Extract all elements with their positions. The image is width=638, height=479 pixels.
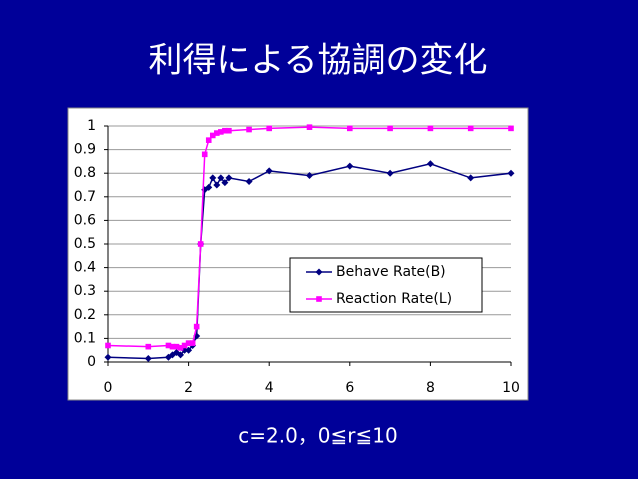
x-tick-label: 4 bbox=[265, 380, 274, 396]
legend-label: Behave Rate(B) bbox=[336, 264, 446, 280]
marker bbox=[165, 342, 172, 349]
marker bbox=[213, 181, 221, 189]
marker bbox=[189, 340, 196, 346]
legend-marker bbox=[315, 268, 323, 276]
marker bbox=[185, 340, 192, 346]
y-tick-label: 0.6 bbox=[74, 212, 96, 228]
y-tick-label: 0.1 bbox=[74, 330, 96, 346]
marker bbox=[144, 354, 152, 362]
marker bbox=[306, 124, 313, 130]
marker bbox=[226, 127, 232, 134]
marker bbox=[467, 174, 475, 182]
y-tick-label: 0 bbox=[87, 354, 96, 370]
marker bbox=[193, 323, 200, 330]
legend-marker bbox=[316, 296, 322, 302]
x-tick-label: 8 bbox=[426, 380, 435, 396]
marker bbox=[217, 174, 225, 182]
x-tick-label: 0 bbox=[104, 380, 113, 396]
marker bbox=[218, 129, 224, 135]
marker bbox=[306, 172, 313, 180]
marker bbox=[201, 151, 208, 158]
marker bbox=[386, 169, 394, 177]
marker bbox=[265, 167, 273, 175]
marker bbox=[209, 174, 217, 182]
marker bbox=[104, 353, 112, 361]
marker bbox=[246, 126, 252, 133]
marker bbox=[507, 169, 515, 177]
caption: c=2.0，0≦r≦10 bbox=[238, 424, 397, 448]
marker bbox=[177, 345, 184, 351]
x-tick-label: 2 bbox=[184, 380, 193, 396]
marker bbox=[177, 351, 185, 359]
y-tick-label: 0.3 bbox=[74, 283, 96, 299]
marker bbox=[467, 125, 474, 132]
marker bbox=[266, 125, 272, 132]
chart-title: 利得による協調の変化 bbox=[149, 41, 488, 81]
marker bbox=[387, 125, 393, 132]
x-tick-label: 6 bbox=[345, 380, 354, 396]
marker bbox=[205, 183, 213, 191]
marker bbox=[145, 343, 152, 350]
legend-box bbox=[289, 257, 483, 313]
marker bbox=[105, 342, 111, 349]
marker bbox=[197, 241, 204, 247]
marker bbox=[427, 125, 434, 132]
marker bbox=[185, 346, 193, 354]
marker bbox=[245, 177, 253, 185]
marker bbox=[214, 130, 220, 136]
y-tick-label: 0.8 bbox=[74, 165, 96, 181]
y-tick-label: 1 bbox=[87, 118, 96, 134]
y-tick-label: 0.5 bbox=[74, 236, 96, 252]
marker bbox=[346, 162, 354, 170]
chart-area bbox=[67, 107, 529, 401]
marker bbox=[222, 127, 228, 134]
marker bbox=[347, 125, 353, 132]
marker bbox=[169, 343, 176, 350]
marker bbox=[221, 179, 229, 187]
legend-label: Reaction Rate(L) bbox=[336, 291, 452, 307]
marker bbox=[205, 137, 212, 143]
y-tick-label: 0.7 bbox=[74, 189, 96, 205]
marker bbox=[225, 174, 233, 182]
x-tick-label: 10 bbox=[502, 380, 520, 396]
marker bbox=[426, 160, 434, 168]
marker bbox=[181, 342, 188, 349]
marker bbox=[508, 125, 514, 132]
marker bbox=[173, 343, 180, 350]
y-tick-label: 0.9 bbox=[74, 142, 96, 158]
y-tick-label: 0.4 bbox=[74, 260, 96, 276]
y-tick-label: 0.2 bbox=[74, 307, 96, 323]
marker bbox=[209, 132, 216, 139]
